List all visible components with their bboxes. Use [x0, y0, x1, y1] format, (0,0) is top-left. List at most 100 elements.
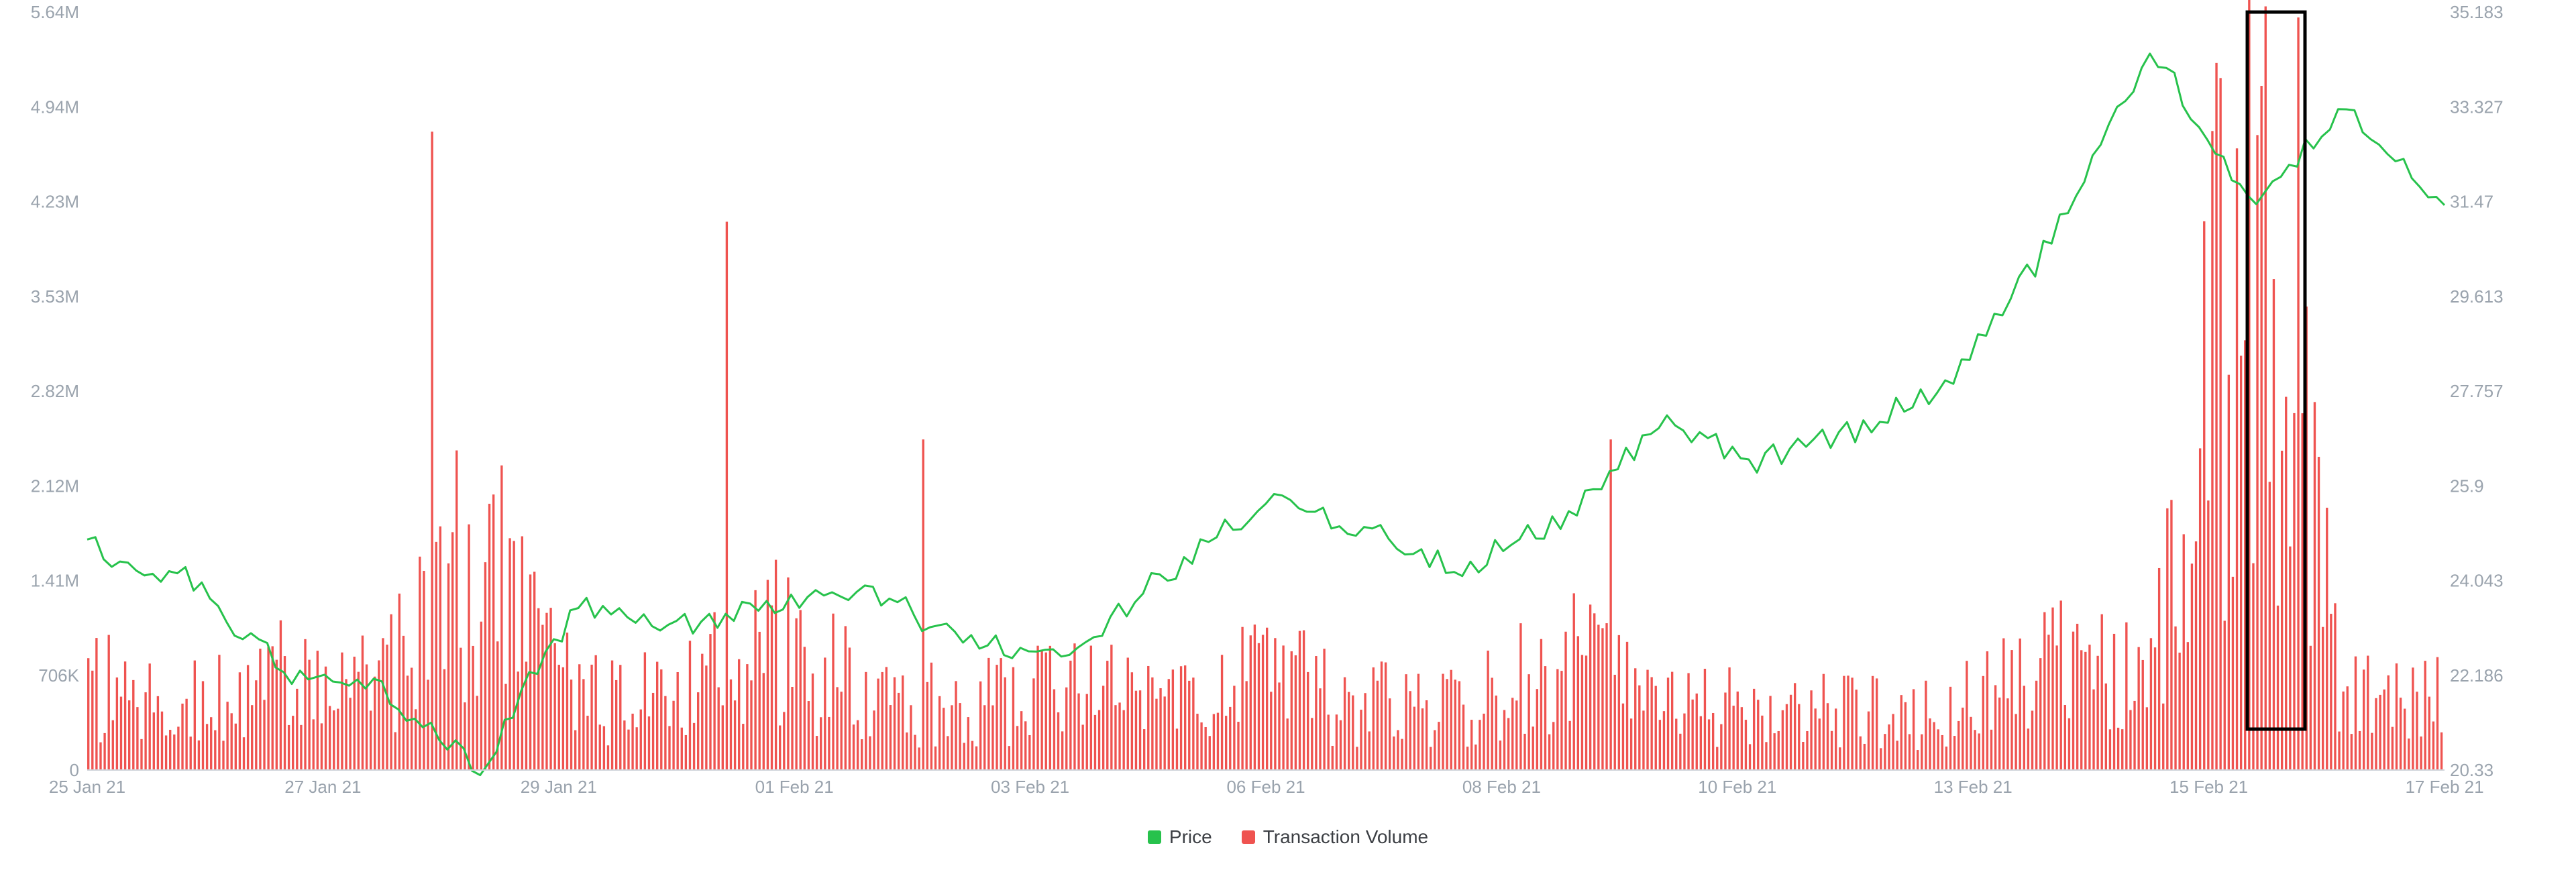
volume-bar — [2006, 698, 2009, 770]
volume-bar — [218, 655, 221, 770]
legend-label-volume: Transaction Volume — [1263, 826, 1429, 847]
volume-bar — [697, 692, 700, 770]
volume-bar — [119, 696, 123, 770]
volume-bar — [2121, 729, 2124, 770]
volume-bar — [885, 667, 888, 770]
volume-bar — [1147, 665, 1150, 770]
volume-bar — [2420, 736, 2422, 770]
volume-bar — [2088, 645, 2091, 770]
volume-bar — [1208, 736, 1211, 770]
volume-bar — [2023, 686, 2025, 770]
volume-bar — [2043, 612, 2046, 770]
volume-bar — [2059, 600, 2062, 770]
volume-bar — [1757, 700, 1760, 770]
volume-bar — [1474, 744, 1477, 770]
volume-bar — [1278, 682, 1281, 770]
volume-bar — [382, 638, 384, 770]
volume-bar — [402, 635, 405, 770]
volume-bar — [148, 663, 151, 770]
volume-bar — [1896, 741, 1898, 770]
volume-bar — [951, 705, 953, 770]
volume-bar — [2198, 448, 2202, 770]
volume-bar — [279, 620, 282, 770]
volume-bar — [1384, 662, 1387, 770]
volume-bar — [1085, 694, 1088, 770]
volume-bar — [803, 647, 806, 770]
volume-bar — [324, 666, 327, 770]
volume-bar — [1495, 695, 1497, 770]
volume-bar — [2408, 739, 2410, 770]
volume-bar — [1876, 678, 1878, 770]
volume-bar — [832, 613, 835, 770]
volume-bar — [815, 736, 818, 770]
volume-bar — [1962, 707, 1964, 770]
volume-bar — [374, 676, 376, 770]
volume-bar — [2309, 645, 2312, 770]
volume-bar — [1454, 679, 1456, 770]
volume-bar — [1122, 710, 1125, 770]
volume-bar — [2424, 661, 2426, 770]
volume-bar — [1438, 722, 1440, 770]
volume-bar — [1237, 722, 1240, 770]
volume-bar — [1769, 696, 1772, 770]
x-tick-label: 03 Feb 21 — [991, 777, 1069, 797]
volume-bar — [107, 635, 110, 770]
volume-bar — [492, 494, 495, 770]
volume-bar — [570, 679, 573, 770]
volume-bar — [1765, 742, 1768, 770]
volume-bar — [210, 717, 213, 770]
volume-bar — [132, 679, 135, 770]
right-tick-label: 24.043 — [2450, 571, 2504, 591]
volume-bar — [2403, 708, 2406, 770]
volume-bar — [460, 647, 462, 770]
volume-bar — [1998, 697, 2001, 770]
volume-bar — [2153, 647, 2157, 770]
volume-bar — [619, 665, 622, 770]
volume-bar — [1446, 679, 1448, 770]
volume-bar — [2346, 686, 2349, 770]
volume-bar — [1405, 674, 1407, 770]
volume-bar — [1028, 734, 1031, 770]
volume-bar — [1532, 726, 1534, 770]
volume-bar — [840, 692, 843, 770]
volume-bar — [283, 656, 286, 770]
volume-bar — [2092, 689, 2095, 770]
volume-bar — [746, 664, 749, 770]
volume-bar — [2047, 635, 2050, 770]
legend-item-volume[interactable]: Transaction Volume — [1241, 826, 1429, 848]
volume-bar — [1376, 680, 1379, 770]
volume-bar — [1331, 745, 1334, 770]
volume-bar — [1707, 719, 1711, 770]
volume-bar — [2239, 356, 2243, 770]
volume-bar — [848, 647, 851, 770]
volume-bar — [1089, 645, 1093, 770]
volume-bar — [2321, 626, 2324, 770]
volume-bar — [1413, 706, 1415, 770]
volume-bar — [508, 538, 511, 770]
volume-bar — [1491, 677, 1493, 770]
price-line — [87, 52, 2446, 777]
volume-bar — [1458, 681, 1461, 770]
volume-bar — [614, 679, 618, 770]
volume-bar — [1687, 673, 1690, 770]
volume-bar — [1527, 674, 1530, 770]
volume-bar — [889, 705, 892, 770]
volume-bar — [647, 716, 651, 770]
volume-bar — [1589, 604, 1592, 770]
volume-bar — [651, 692, 655, 770]
volume-bar — [255, 680, 258, 770]
left-tick-label: 3.53M — [31, 286, 79, 307]
volume-bar — [2379, 694, 2381, 770]
volume-bar — [2072, 631, 2075, 770]
volume-bar — [742, 724, 745, 770]
volume-bar — [1192, 677, 1195, 770]
left-tick-label: 706K — [38, 665, 79, 686]
volume-bar — [1966, 661, 1968, 770]
volume-bar — [1515, 700, 1518, 770]
volume-bar — [1057, 712, 1060, 770]
volume-bar — [1806, 730, 1809, 770]
x-tick-label: 17 Feb 21 — [2405, 777, 2483, 797]
volume-bar — [1634, 668, 1637, 770]
volume-bar — [1163, 696, 1166, 770]
legend-item-price[interactable]: Price — [1147, 826, 1212, 848]
